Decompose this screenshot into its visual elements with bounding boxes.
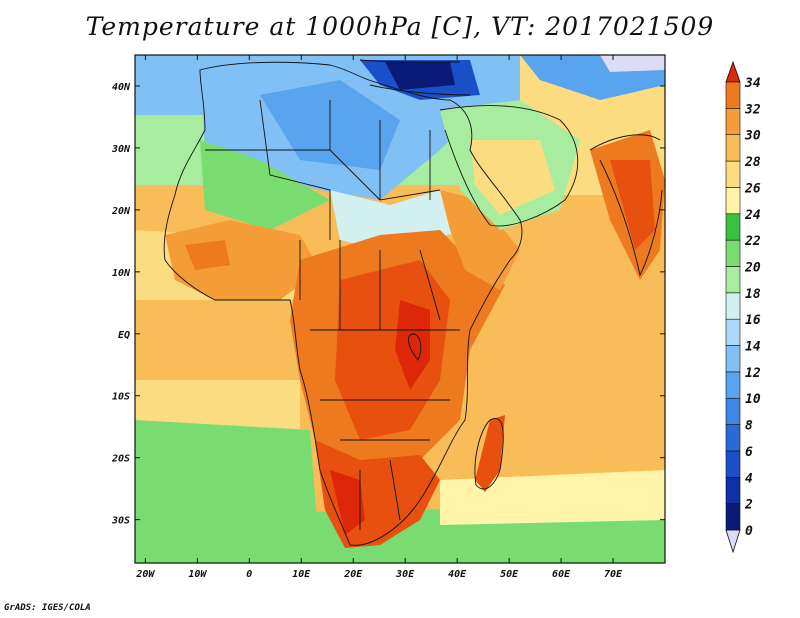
lon-tick-label: 40E xyxy=(448,569,467,580)
lon-tick-label: 20E xyxy=(343,569,363,580)
country-borders xyxy=(163,59,663,546)
lon-tick-label: 20W xyxy=(135,569,155,580)
lat-tick-label: 30N xyxy=(111,144,131,155)
colorbar-tick-label: 34 xyxy=(744,76,761,91)
lon-tick-label: 10W xyxy=(188,569,207,580)
colorbar-swatch xyxy=(725,397,741,425)
temperature-field xyxy=(135,55,665,563)
colorbar-swatch xyxy=(725,503,741,531)
longitude-labels: 20W 10W 0 10E 20E 30E 40E 50E 60E 70E xyxy=(135,569,623,580)
colorbar-swatch xyxy=(725,81,741,109)
colorbar-tick-label: 32 xyxy=(744,102,761,117)
colorbar-swatch xyxy=(725,108,741,136)
colorbar-tick-label: 4 xyxy=(745,471,753,486)
colorbar-swatch xyxy=(725,345,741,373)
latitude-labels: 40N 30N 20N 10N EQ 10S 20S 30S xyxy=(111,82,131,527)
colorbar-swatch xyxy=(725,266,741,294)
colorbar-tick-label: 20 xyxy=(744,260,761,275)
colorbar-tick-label: 10 xyxy=(745,392,761,407)
colorbar-tick-label: 12 xyxy=(745,366,761,381)
lon-tick-label: 70E xyxy=(604,569,623,580)
colorbar-swatch xyxy=(725,239,741,267)
colorbar-tick-label: 16 xyxy=(745,313,761,328)
colorbar-tick-label: 2 xyxy=(744,498,753,513)
colorbar-swatch xyxy=(725,424,741,452)
credit-text: GrADS: IGES/COLA xyxy=(4,603,91,613)
colorbar-swatch xyxy=(725,160,741,188)
colorbar-tick-label: 0 xyxy=(745,524,753,539)
colorbar-swatch xyxy=(725,476,741,504)
colorbar-tick-label: 14 xyxy=(745,340,761,355)
colorbar-swatch xyxy=(725,450,741,478)
colorbar-swatch xyxy=(725,318,741,346)
axis-ticks xyxy=(135,55,665,563)
lat-tick-label: 30S xyxy=(111,516,130,527)
colorbar-tick-label: 8 xyxy=(745,419,753,434)
colorbar-upper-arrow xyxy=(725,60,741,83)
lat-tick-label: 20N xyxy=(111,206,131,217)
colorbar xyxy=(725,60,741,554)
lat-tick-label: EQ xyxy=(118,330,130,341)
colorbar-tick-label: 30 xyxy=(744,129,761,144)
colorbar-swatch xyxy=(725,371,741,399)
lon-tick-label: 30E xyxy=(395,569,415,580)
map-frame xyxy=(134,54,666,564)
lon-tick-label: 10E xyxy=(292,569,311,580)
colorbar-swatch xyxy=(725,187,741,215)
lat-tick-label: 20S xyxy=(111,454,130,465)
lat-tick-label: 10S xyxy=(112,392,130,403)
colorbar-swatch xyxy=(725,134,741,162)
colorbar-swatch xyxy=(725,292,741,320)
colorbar-tick-label: 26 xyxy=(744,181,761,196)
colorbar-tick-label: 18 xyxy=(745,287,761,302)
colorbar-lower-arrow xyxy=(725,529,741,554)
lon-tick-label: 0 xyxy=(246,569,252,580)
lat-tick-label: 10N xyxy=(112,268,131,279)
lon-tick-label: 50E xyxy=(500,569,519,580)
lon-tick-label: 60E xyxy=(552,569,571,580)
colorbar-tick-label: 22 xyxy=(744,234,761,249)
colorbar-tick-label: 24 xyxy=(744,208,761,223)
chart-title: Temperature at 1000hPa [C], VT: 20170215… xyxy=(85,12,715,41)
colorbar-swatch xyxy=(725,213,741,241)
colorbar-tick-label: 6 xyxy=(745,445,753,460)
colorbar-tick-label: 28 xyxy=(744,155,761,170)
lat-tick-label: 40N xyxy=(112,82,131,93)
